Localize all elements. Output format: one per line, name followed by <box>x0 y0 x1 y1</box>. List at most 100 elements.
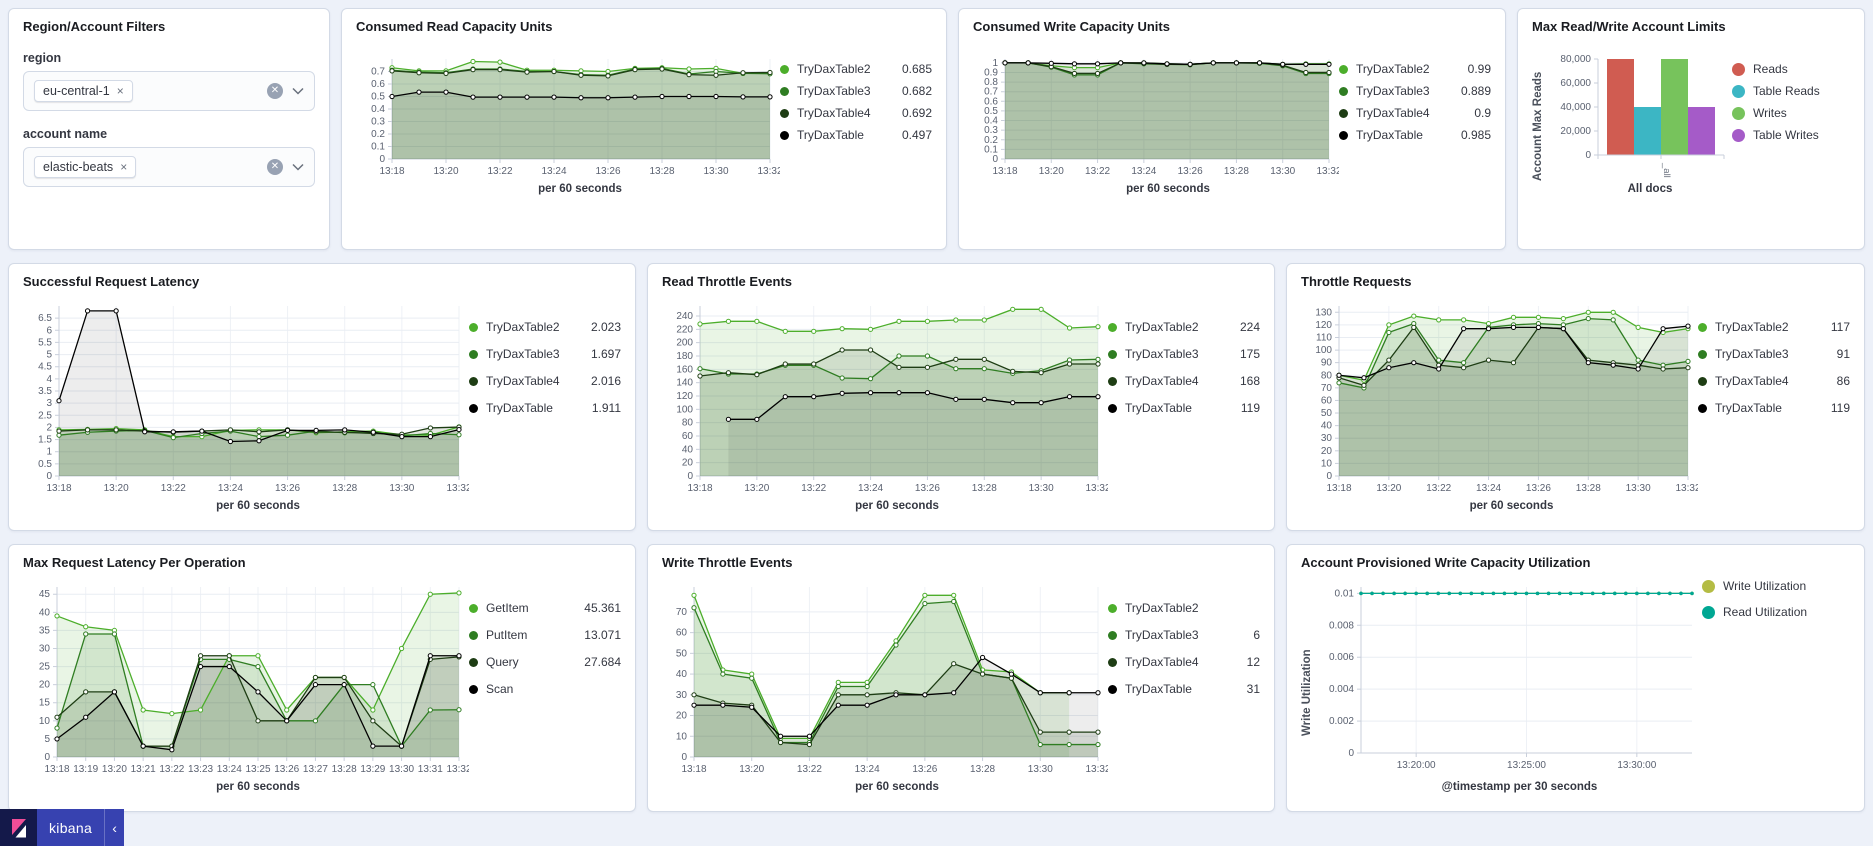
legend-item[interactable]: Read Utilization <box>1702 605 1850 619</box>
legend-item[interactable]: TryDaxTable4 12 <box>1108 655 1260 669</box>
svg-text:2.5: 2.5 <box>38 410 52 421</box>
legend-item[interactable]: TryDaxTable 119 <box>1108 401 1260 415</box>
svg-text:13:26: 13:26 <box>274 764 299 775</box>
legend-item[interactable]: Write Utilization <box>1702 579 1850 593</box>
collapse-nav-icon[interactable]: ‹ <box>104 809 125 846</box>
kibana-nav-bar: kibana ‹ <box>0 809 125 846</box>
legend-label: TryDaxTable4 <box>1125 374 1199 388</box>
panel-title: Write Throttle Events <box>662 555 793 570</box>
legend-item[interactable]: TryDaxTable2 224 <box>1108 320 1260 334</box>
utilization-line-chart[interactable]: 0 0.002 0.004 0.006 0.008 0.01 13:20:00 13:25:0… <box>1313 581 1702 779</box>
legend-value: 2.023 <box>590 320 621 334</box>
legend-item[interactable]: TryDaxTable4 0.692 <box>780 106 932 120</box>
write-throttle-line-chart[interactable]: 0 10 20 30 40 50 60 70 13:18 13:20 13:22 13:24 13:26… <box>662 581 1111 779</box>
svg-text:0.2: 0.2 <box>371 129 385 140</box>
y-axis-label: Write Utilization <box>1301 649 1313 737</box>
legend-item[interactable]: TryDaxTable 0.497 <box>780 128 932 142</box>
legend-item[interactable]: TryDaxTable3 175 <box>1108 347 1260 361</box>
max-latency-line-chart[interactable]: 0 5 10 15 20 25 30 35 40 45 13:18 13:19 13:20 13:21 13… <box>23 581 472 779</box>
legend-item[interactable]: Reads <box>1732 62 1850 76</box>
chevron-down-icon[interactable] <box>292 163 304 171</box>
legend-item[interactable]: TryDaxTable4 2.016 <box>469 374 621 388</box>
legend-label: Scan <box>486 682 514 696</box>
panel-title: Account Provisioned Write Capacity Utili… <box>1301 555 1591 570</box>
legend-item[interactable]: Scan <box>469 682 621 696</box>
legend-item[interactable]: TryDaxTable4 0.9 <box>1339 106 1491 120</box>
svg-text:13:22: 13:22 <box>797 764 822 775</box>
legend-item[interactable]: TryDaxTable3 1.697 <box>469 347 621 361</box>
chip-remove-icon[interactable]: × <box>116 84 124 98</box>
consumed-write-line-chart[interactable]: 0 0.1 0.2 0.3 0.4 0.5 0.6 0.7 0.8 0.9 1 13:18 13:20 1… <box>973 53 1342 181</box>
svg-text:13:20: 13:20 <box>1376 483 1401 494</box>
legend-item[interactable]: TryDaxTable2 2.023 <box>469 320 621 334</box>
svg-text:5: 5 <box>46 350 52 361</box>
legend-color-dot <box>1108 657 1117 667</box>
chip-remove-icon[interactable]: × <box>120 160 128 174</box>
kibana-wordmark: kibana <box>37 809 105 846</box>
svg-text:13:32: 13:32 <box>1316 166 1339 177</box>
svg-text:160: 160 <box>676 364 693 375</box>
svg-text:13:32: 13:32 <box>446 764 469 775</box>
svg-text:13:18: 13:18 <box>1326 483 1351 494</box>
legend-value: 86 <box>1836 374 1850 388</box>
legend-item[interactable]: TryDaxTable2 <box>1108 601 1260 615</box>
legend-item[interactable]: Table Writes <box>1732 128 1850 142</box>
successful-latency-line-chart[interactable]: 0 0.5 1 1.5 2 2.5 3 3.5 4 4.5 5 5.5 6 6.5 13:18 13:20 13… <box>23 300 472 498</box>
svg-text:13:18: 13:18 <box>992 166 1017 177</box>
panel-title: Region/Account Filters <box>23 19 166 34</box>
legend-item[interactable]: TryDaxTable4 168 <box>1108 374 1260 388</box>
clear-all-icon[interactable]: ✕ <box>267 159 283 175</box>
account-limits-bar-chart[interactable]: 0 20,000 40,000 60,000 80,000 _all <box>1544 53 1732 181</box>
svg-text:40: 40 <box>1321 421 1333 432</box>
legend-item[interactable]: TryDaxTable3 6 <box>1108 628 1260 642</box>
region-chip[interactable]: eu-central-1 × <box>34 80 133 102</box>
legend-item[interactable]: TryDaxTable2 117 <box>1698 320 1850 334</box>
legend-item[interactable]: TryDaxTable 0.985 <box>1339 128 1491 142</box>
svg-text:0.3: 0.3 <box>371 117 385 128</box>
legend-item[interactable]: TryDaxTable2 0.685 <box>780 62 932 76</box>
dashboard-row-3: Max Request Latency Per Operation 0 5 10 15… <box>8 544 1865 812</box>
legend-value: 6 <box>1253 628 1260 642</box>
svg-text:3: 3 <box>46 398 52 409</box>
legend-label: TryDaxTable4 <box>1715 374 1789 388</box>
legend-item[interactable]: TryDaxTable3 0.889 <box>1339 84 1491 98</box>
throttle-requests-line-chart[interactable]: 0 10 20 30 40 50 60 70 80 90 100 110 120 130 13:18 13:2… <box>1301 300 1701 498</box>
legend-item[interactable]: TryDaxTable4 86 <box>1698 374 1850 388</box>
account-name-combobox[interactable]: elastic-beats × ✕ <box>23 147 315 187</box>
panel-title: Max Read/Write Account Limits <box>1532 19 1726 34</box>
legend-label: TryDaxTable4 <box>1356 106 1430 120</box>
legend-label: Writes <box>1753 106 1787 120</box>
clear-all-icon[interactable]: ✕ <box>267 83 283 99</box>
legend-item[interactable]: GetItem 45.361 <box>469 601 621 615</box>
svg-text:20: 20 <box>682 458 694 469</box>
svg-text:13:30: 13:30 <box>1270 166 1295 177</box>
panel-title: Successful Request Latency <box>23 274 200 289</box>
legend-item[interactable]: TryDaxTable 1.911 <box>469 401 621 415</box>
legend-label: TryDaxTable2 <box>486 320 560 334</box>
svg-text:0.4: 0.4 <box>371 104 385 115</box>
svg-text:5: 5 <box>44 734 50 745</box>
panel-successful-request-latency: Successful Request Latency 0 0.5 1 1.5 2 2.5 3… <box>8 263 636 531</box>
legend-item[interactable]: PutItem 13.071 <box>469 628 621 642</box>
legend-item[interactable]: TryDaxTable 31 <box>1108 682 1260 696</box>
legend-item[interactable]: TryDaxTable3 0.682 <box>780 84 932 98</box>
legend-color-dot <box>1108 684 1117 694</box>
chevron-down-icon[interactable] <box>292 87 304 95</box>
legend-item[interactable]: Table Reads <box>1732 84 1850 98</box>
kibana-logo[interactable] <box>0 809 37 846</box>
legend-color-dot <box>1339 108 1348 118</box>
legend-label: TryDaxTable <box>1715 401 1782 415</box>
legend-value: 0.9 <box>1474 106 1491 120</box>
legend-item[interactable]: TryDaxTable3 91 <box>1698 347 1850 361</box>
legend-label: TryDaxTable4 <box>797 106 871 120</box>
legend-item[interactable]: Writes <box>1732 106 1850 120</box>
legend-item[interactable]: TryDaxTable2 0.99 <box>1339 62 1491 76</box>
region-combobox[interactable]: eu-central-1 × ✕ <box>23 71 315 111</box>
legend-label: GetItem <box>486 601 529 615</box>
panel-max-request-latency: Max Request Latency Per Operation 0 5 10 15… <box>8 544 636 812</box>
consumed-read-line-chart[interactable]: 0 0.1 0.2 0.3 0.4 0.5 0.6 0.7 13:18 13:20 13:22 13:… <box>356 53 783 181</box>
read-throttle-line-chart[interactable]: 0 20 40 60 80 100 120 140 160 180 200 220 240 13:18 13… <box>662 300 1111 498</box>
legend-item[interactable]: Query 27.684 <box>469 655 621 669</box>
legend-item[interactable]: TryDaxTable 119 <box>1698 401 1850 415</box>
account-chip[interactable]: elastic-beats × <box>34 156 137 178</box>
